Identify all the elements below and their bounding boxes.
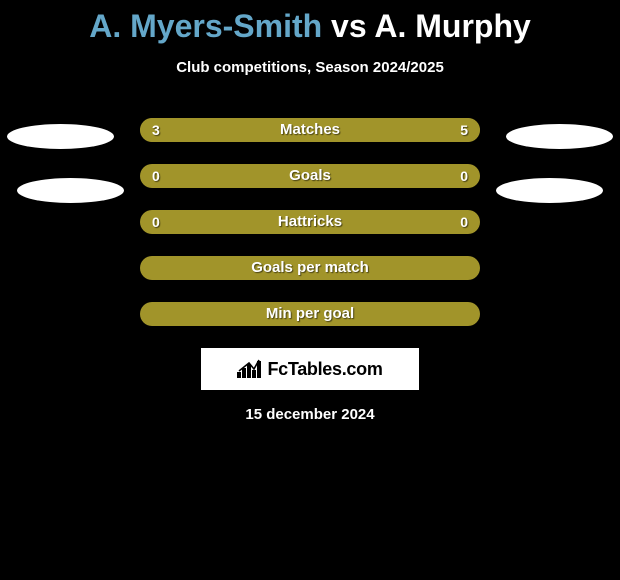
decorative-ellipse-1 <box>506 124 613 149</box>
stat-label: Goals per match <box>140 256 480 280</box>
comparison-title: A. Myers-Smith vs A. Murphy <box>0 0 620 45</box>
stat-label: Hattricks <box>140 210 480 234</box>
footer-date: 15 december 2024 <box>0 406 620 423</box>
stat-row-hattricks: 00Hattricks <box>140 210 480 234</box>
subtitle: Club competitions, Season 2024/2025 <box>0 59 620 76</box>
stat-row-min-per-goal: Min per goal <box>140 302 480 326</box>
player-left-name: A. Myers-Smith <box>89 8 322 44</box>
stat-label: Goals <box>140 164 480 188</box>
stat-label: Matches <box>140 118 480 142</box>
decorative-ellipse-2 <box>17 178 124 203</box>
footer-logo: FcTables.com <box>201 348 419 390</box>
stat-row-goals-per-match: Goals per match <box>140 256 480 280</box>
decorative-ellipse-0 <box>7 124 114 149</box>
stat-row-matches: 35Matches <box>140 118 480 142</box>
stats-area: 35Matches 00Goals 00Hattricks Goals per mat… <box>140 118 480 326</box>
footer-logo-inner: FcTables.com <box>237 358 382 380</box>
vs-text: vs <box>322 8 374 44</box>
bars-icon <box>237 358 263 380</box>
player-right-name: A. Murphy <box>374 8 530 44</box>
footer-logo-text: FcTables.com <box>267 359 382 380</box>
stat-row-goals: 00Goals <box>140 164 480 188</box>
decorative-ellipse-3 <box>496 178 603 203</box>
stat-label: Min per goal <box>140 302 480 326</box>
